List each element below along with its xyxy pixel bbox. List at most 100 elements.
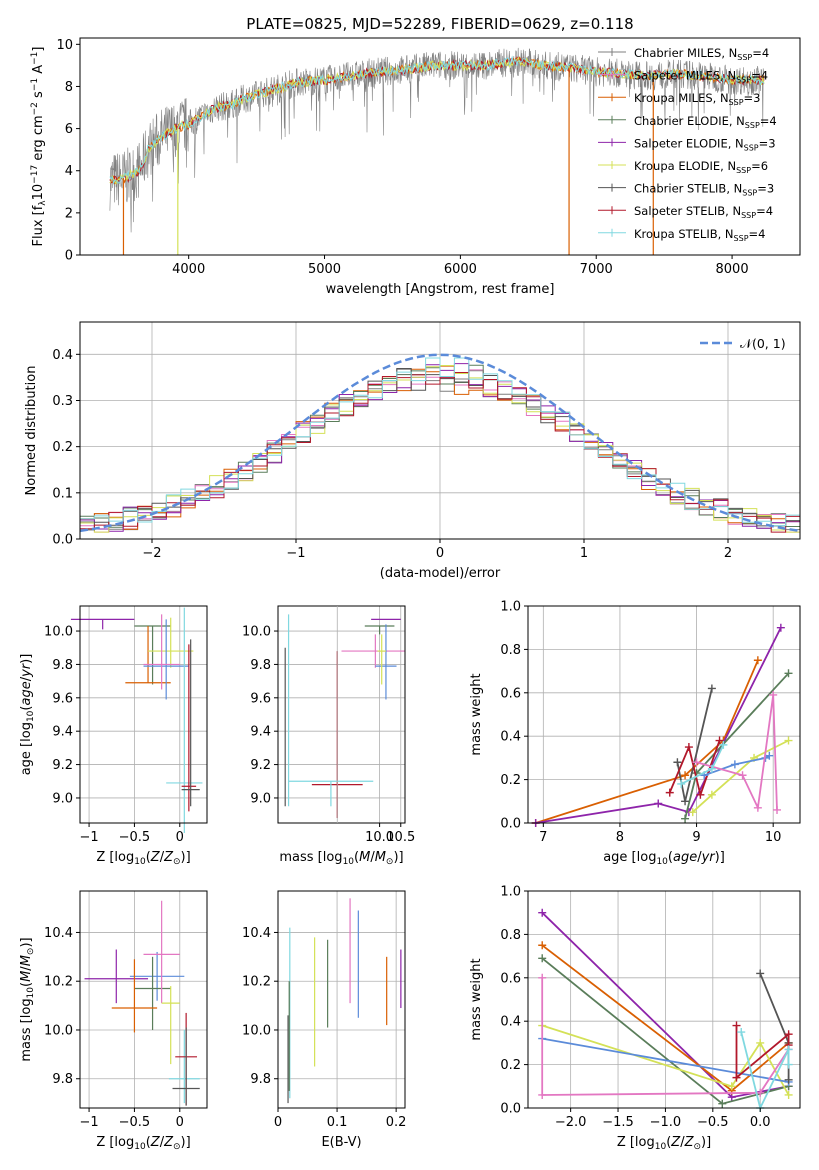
mass-weight-point-8-1	[707, 764, 716, 773]
y-tick-label: 0.0	[500, 1102, 521, 1117]
spectrum-x-label: wavelength [Angstrom, rest frame]	[326, 282, 555, 297]
legend-normal-label: 𝒩(0, 1)	[740, 336, 786, 351]
mass-weight-point-6-1	[730, 760, 739, 769]
x-tick-label: −0.5	[697, 1115, 729, 1130]
mass-weight-point-6-0	[756, 969, 765, 978]
mass-weight-point-3-3	[784, 736, 793, 745]
axes-frame	[79, 37, 801, 256]
mass-weight-point-5-2	[756, 1088, 765, 1097]
y-tick-label: 9.8	[52, 1072, 73, 1087]
x-tick-label: 0.1	[327, 1115, 348, 1130]
y-tick-label: 10.2	[242, 975, 271, 990]
y-tick-label: 10.0	[44, 625, 73, 640]
mass-weight-point-3-1	[727, 1082, 736, 1091]
mass-weight-point-0-3	[753, 656, 762, 665]
y-tick-label: 0.0	[52, 533, 73, 548]
mass-weight-point-8-3	[784, 1060, 793, 1069]
y-tick-label: 9.0	[52, 791, 73, 806]
mass-weight-point-5-3	[715, 736, 724, 745]
y-tick-label: 0.8	[500, 643, 521, 658]
mass-weight-point-2-0	[681, 814, 690, 823]
x-tick-label: 0.2	[386, 1115, 407, 1130]
y-tick-label: 0.6	[500, 971, 521, 986]
x-tick-label: −1	[286, 546, 305, 561]
y-tick-label: 0	[65, 249, 73, 264]
mass-weight-point-0-0	[538, 908, 547, 917]
mass-weight-point-8-2	[784, 1045, 793, 1054]
axes-frame	[277, 890, 406, 1109]
legend-entry-6: Chabrier STELIB, NSSP=3	[634, 182, 774, 198]
x-tick-label: 0	[274, 1115, 282, 1130]
y-tick-label: 0.3	[52, 394, 73, 409]
mass-weight-point-4-0	[673, 758, 682, 767]
x-tick-label: 7000	[580, 262, 613, 277]
figure-title: PLATE=0825, MJD=52289, FIBERID=0629, z=0…	[246, 15, 633, 33]
mass-weight-point-3-3	[784, 1090, 793, 1099]
mass-weight-point-2-2	[784, 669, 793, 678]
y-tick-label: 9.8	[250, 1072, 271, 1087]
x-tick-label: 0	[176, 830, 184, 845]
mass-weight-point-8-2	[719, 740, 728, 749]
y-tick-label: 9.6	[52, 691, 73, 706]
x-tick-label: 0	[436, 546, 444, 561]
mass-weight-point-1-0	[538, 941, 547, 950]
mass-weight-series-7	[696, 694, 778, 811]
mass-weight-point-3-1	[707, 790, 716, 799]
mass-vs-ebv-panel: 0 0.1 0.2 9.8 10.0 10.2 10.4 E(B-V)	[242, 890, 407, 1150]
x-tick-label: −0.5	[119, 830, 151, 845]
y-tick-label: 9.6	[250, 691, 271, 706]
g-mwz-y-label: mass weight	[469, 958, 484, 1040]
mass-weight-point-7-0	[692, 758, 701, 767]
mass-weight-series-0	[535, 659, 759, 824]
g-mwage-y-label: mass weight	[469, 673, 484, 755]
mass-weight-point-4-1	[681, 797, 690, 806]
x-tick-label: 10	[765, 830, 782, 845]
y-tick-label: 0.4	[52, 348, 73, 363]
x-tick-label: −1	[79, 1115, 98, 1130]
y-tick-label: 4	[65, 164, 73, 179]
y-tick-label: 0.2	[500, 1058, 521, 1073]
g-agez-y-label: age [log10(age/yr)]	[19, 654, 36, 776]
mass-weight-point-7-3	[769, 690, 778, 699]
mass-weight-series-1	[535, 627, 782, 824]
y-tick-label: 10.0	[242, 1023, 271, 1038]
y-tick-label: 1.0	[500, 885, 521, 900]
y-tick-label: 0.4	[500, 730, 521, 745]
y-tick-label: 0.2	[52, 440, 73, 455]
x-tick-label: −1.5	[602, 1115, 634, 1130]
y-tick-label: 9.2	[52, 758, 73, 773]
spectrum-panel: 4000 5000 6000 7000 8000 0 2 4 6 8 10 wavelength [A…	[30, 37, 801, 297]
mass-weight-point-6-3	[765, 751, 774, 760]
g-mwage-x-label: age [log10(age/yr)]	[603, 850, 725, 867]
legend-entry-3: Chabrier ELODIE, NSSP=4	[634, 114, 777, 130]
mass-weight-point-2-1	[718, 1099, 727, 1108]
mass-weight-vs-age-panel: 7 8 9 10 0.0 0.2 0.4 0.6 0.8 1.0 age [log10(age/yr…	[469, 600, 801, 867]
mass-weight-series-6	[703, 754, 770, 777]
mass-weight-point-7-2	[753, 803, 762, 812]
y-tick-label: 10.0	[44, 1023, 73, 1038]
y-tick-label: 9.2	[250, 758, 271, 773]
x-tick-label: 10.5	[386, 830, 415, 845]
y-tick-label: 9.0	[250, 791, 271, 806]
y-tick-label: 10.4	[44, 926, 73, 941]
residual-histogram-panel: −2 −1 0 1 2 0.0 0.1 0.2 0.3 0.4 (data-model)/error…	[24, 321, 801, 581]
histogram-y-label: Normed distribution	[24, 366, 39, 496]
histogram-x-label: (data-model)/error	[380, 566, 501, 581]
y-tick-label: 9.8	[250, 658, 271, 673]
g-massz-x-label: Z [log10(Z/Z⊙)]	[96, 1135, 190, 1152]
mass-weight-point-5-0	[538, 973, 547, 982]
mass-weight-point-5-0	[665, 788, 674, 797]
mass-weight-point-4-2	[707, 684, 716, 693]
x-tick-label: 8	[616, 830, 624, 845]
y-tick-label: 0.2	[500, 773, 521, 788]
y-tick-label: 9.4	[250, 725, 271, 740]
g-massz-y-label: mass [log10(M/M⊙)]	[19, 937, 36, 1061]
x-tick-label: 10.0	[365, 830, 394, 845]
x-tick-label: 4000	[172, 262, 205, 277]
mass-weight-point-0-1	[681, 771, 690, 780]
y-tick-label: 9.8	[52, 658, 73, 673]
legend-entry-1: Salpeter MILES, NSSP=4	[634, 69, 768, 85]
x-tick-label: 1	[580, 546, 588, 561]
axes-frame	[277, 605, 406, 824]
mass-weight-series-7	[735, 1025, 790, 1080]
